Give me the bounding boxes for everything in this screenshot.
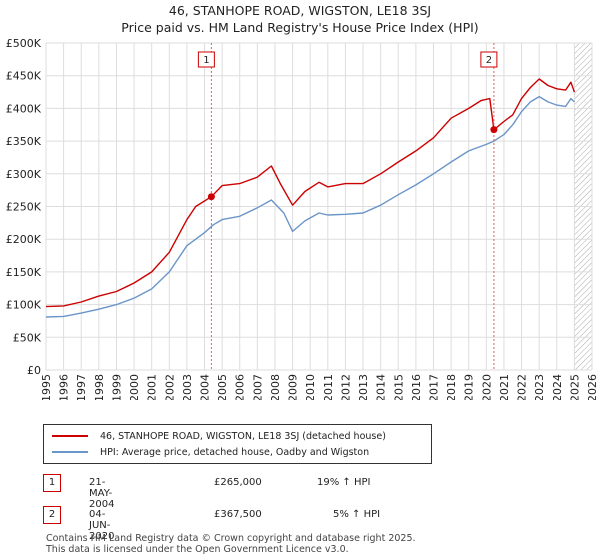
- legend-label-property: 46, STANHOPE ROAD, WIGSTON, LE18 3SJ (de…: [100, 430, 386, 442]
- x-tick-label: 2007: [251, 374, 264, 400]
- x-tick-label: 2006: [234, 374, 247, 400]
- x-tick-label: 2005: [216, 374, 229, 400]
- transaction-price: £367,500: [214, 509, 262, 520]
- x-tick-label: 2014: [375, 374, 388, 400]
- x-tick-label: 1996: [58, 374, 71, 400]
- annotation-marker-box: [197, 51, 215, 68]
- transaction-hpi-change: 5% ↑ HPI: [333, 509, 381, 520]
- legend-swatch-property: [52, 435, 88, 437]
- sale-point: [207, 193, 215, 201]
- x-tick-label: 1997: [75, 374, 88, 400]
- transaction-date: 21-MAY-2004: [89, 477, 115, 510]
- x-tick-label: 2003: [181, 374, 194, 400]
- x-tick-label: 2019: [463, 374, 476, 400]
- chart-title: 46, STANHOPE ROAD, WIGSTON, LE18 3SJ: [168, 3, 432, 18]
- x-tick-label: 2010: [304, 374, 317, 400]
- x-tick-label: 2011: [322, 374, 335, 400]
- y-tick-label: £50K: [13, 331, 42, 344]
- annotation-marker-label: 1: [203, 55, 209, 66]
- footer-licence: This data is licensed under the Open Gov…: [46, 544, 349, 555]
- transaction-marker: 1: [43, 474, 61, 492]
- transaction-date: 04-JUN-2020: [89, 509, 115, 542]
- x-tick-label: 2015: [392, 374, 405, 400]
- x-tick-label: 2026: [586, 374, 599, 400]
- x-tick-label: 1999: [110, 374, 123, 400]
- sale-point: [490, 126, 498, 134]
- transaction-marker: 2: [43, 506, 61, 524]
- legend-item-hpi: HPI: Average price, detached house, Oadb…: [52, 445, 369, 459]
- y-tick-label: £250K: [6, 201, 42, 214]
- x-tick-label: 2025: [568, 374, 581, 400]
- y-tick-label: £0: [27, 364, 41, 377]
- y-tick-label: £100K: [6, 299, 42, 312]
- y-tick-label: £150K: [6, 266, 42, 279]
- legend-swatch-hpi: [52, 451, 88, 453]
- legend-item-property: 46, STANHOPE ROAD, WIGSTON, LE18 3SJ (de…: [52, 429, 386, 443]
- x-tick-label: 2000: [128, 374, 141, 400]
- x-tick-label: 2009: [287, 374, 300, 400]
- x-tick-label: 2018: [445, 374, 458, 400]
- x-tick-label: 2016: [410, 374, 423, 400]
- annotation-marker-box: [480, 51, 498, 68]
- legend-label-hpi: HPI: Average price, detached house, Oadb…: [100, 446, 370, 458]
- footer-copyright: Contains HM Land Registry data © Crown c…: [46, 533, 416, 544]
- x-tick-label: 2023: [533, 374, 546, 400]
- x-tick-label: 2017: [427, 374, 440, 400]
- x-tick-label: 2020: [480, 374, 493, 400]
- x-tick-label: 2001: [146, 374, 159, 400]
- x-tick-label: 2004: [199, 374, 212, 400]
- y-tick-label: £200K: [6, 233, 42, 246]
- annotation-marker-label: 2: [486, 55, 492, 66]
- transaction-hpi-change: 19% ↑ HPI: [317, 477, 371, 488]
- x-tick-label: 2013: [357, 374, 370, 400]
- x-tick-label: 1995: [40, 374, 53, 400]
- y-tick-label: £350K: [6, 135, 42, 148]
- price-chart: £0 £50K £100K £150K £200K £250K £300K £350K £400…: [6, 37, 599, 400]
- series-line-hpi: [45, 95, 575, 318]
- series-line-property: [45, 78, 576, 308]
- x-tick-label: 2008: [269, 374, 282, 400]
- x-tick-label: 1998: [93, 374, 106, 400]
- chart-subtitle: Price paid vs. HM Land Registry's House …: [121, 20, 479, 35]
- y-tick-label: £400K: [6, 102, 42, 115]
- x-tick-label: 2012: [339, 374, 352, 400]
- y-tick-label: £450K: [6, 70, 42, 83]
- x-tick-label: 2024: [551, 374, 564, 400]
- x-tick-label: 2022: [516, 374, 529, 400]
- legend: 46, STANHOPE ROAD, WIGSTON, LE18 3SJ (de…: [43, 424, 432, 464]
- y-tick-label: £500K: [6, 37, 42, 50]
- y-tick-label: £300K: [6, 168, 42, 181]
- x-tick-label: 2002: [163, 374, 176, 400]
- x-tick-label: 2021: [498, 374, 511, 400]
- transaction-price: £265,000: [214, 477, 262, 488]
